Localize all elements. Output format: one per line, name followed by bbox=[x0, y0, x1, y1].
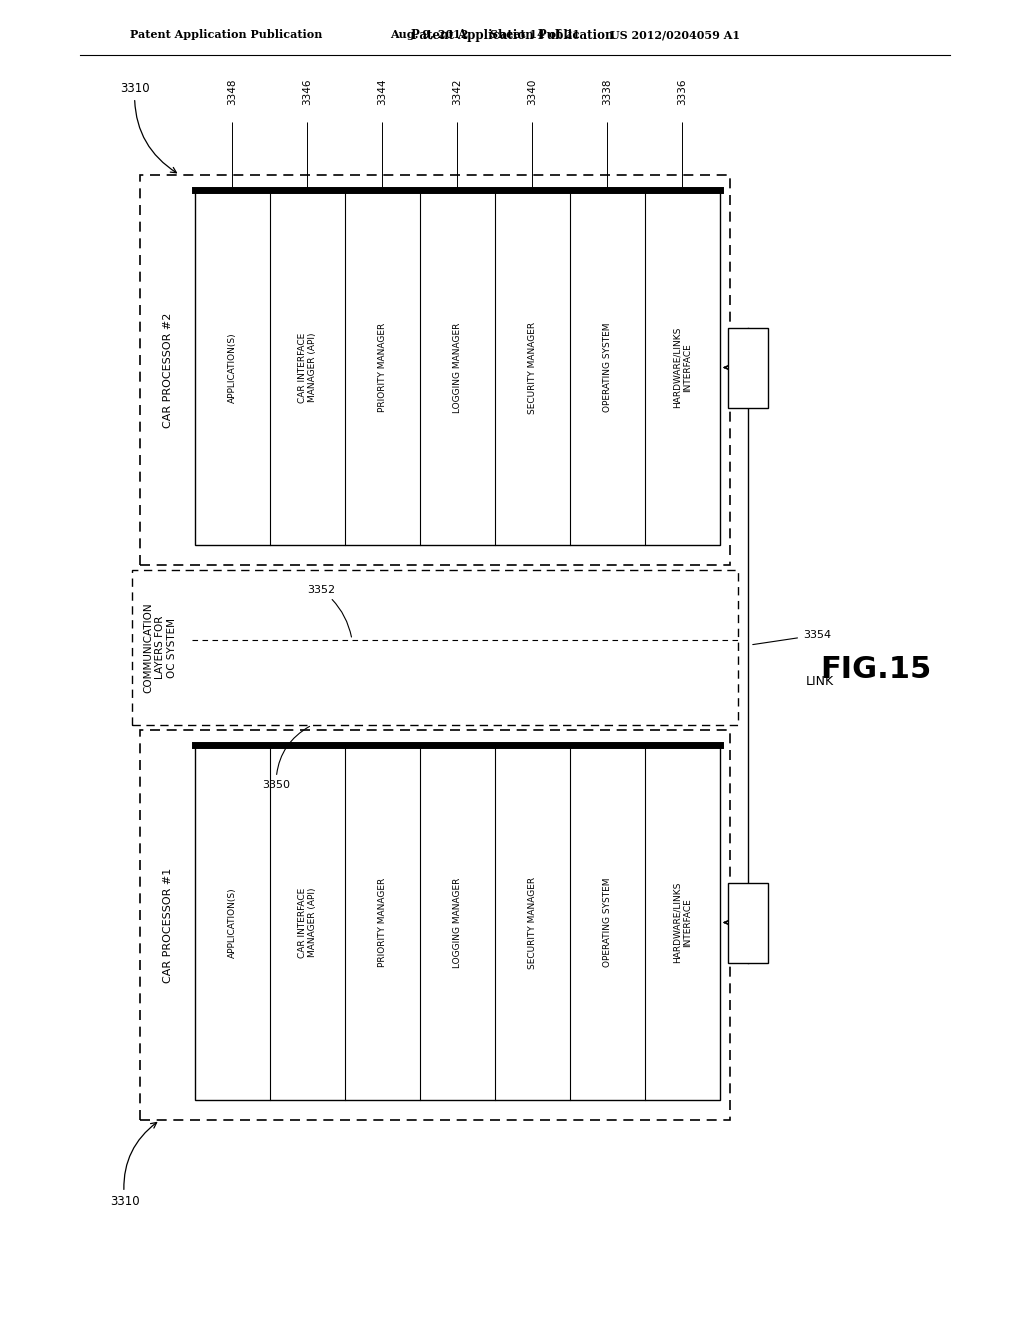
Bar bbox=[195, 744, 720, 1100]
Text: SECURITY MANAGER: SECURITY MANAGER bbox=[528, 322, 537, 413]
Text: COMMUNICATION
LAYERS FOR
OC SYSTEM: COMMUNICATION LAYERS FOR OC SYSTEM bbox=[143, 602, 176, 693]
Text: CAR PROCESSOR #1: CAR PROCESSOR #1 bbox=[163, 867, 173, 982]
Bar bbox=[728, 327, 768, 408]
Text: Patent Application Publication: Patent Application Publication bbox=[130, 29, 323, 41]
Bar bbox=[140, 730, 730, 1119]
Text: Aug. 9, 2012: Aug. 9, 2012 bbox=[390, 29, 468, 41]
Text: 3336: 3336 bbox=[678, 78, 687, 106]
Text: LOGGING MANAGER: LOGGING MANAGER bbox=[453, 878, 462, 968]
Text: APPLICATION(S): APPLICATION(S) bbox=[228, 333, 237, 403]
Text: Sheet 14 of 21: Sheet 14 of 21 bbox=[490, 29, 580, 41]
Text: 3354: 3354 bbox=[753, 630, 831, 644]
Text: 3346: 3346 bbox=[302, 78, 312, 106]
Text: 3310: 3310 bbox=[110, 1122, 157, 1208]
Text: 3350: 3350 bbox=[262, 726, 309, 789]
Text: LINK: LINK bbox=[806, 675, 835, 688]
Text: FIG.15: FIG.15 bbox=[820, 656, 931, 685]
Text: 3340: 3340 bbox=[527, 79, 538, 106]
Text: 3348: 3348 bbox=[227, 78, 238, 106]
Text: HARDWARE/LINKS
INTERFACE: HARDWARE/LINKS INTERFACE bbox=[673, 882, 692, 964]
Text: 3352: 3352 bbox=[307, 585, 351, 638]
Bar bbox=[728, 883, 768, 962]
Text: 3310: 3310 bbox=[120, 82, 176, 173]
Text: APPLICATION(S): APPLICATION(S) bbox=[228, 887, 237, 958]
Text: SECURITY MANAGER: SECURITY MANAGER bbox=[528, 876, 537, 969]
Bar bbox=[132, 570, 738, 725]
Text: LOGGING MANAGER: LOGGING MANAGER bbox=[453, 322, 462, 413]
Text: HARDWARE/LINKS
INTERFACE: HARDWARE/LINKS INTERFACE bbox=[673, 327, 692, 408]
Bar bbox=[140, 176, 730, 565]
Bar bbox=[195, 190, 720, 545]
Text: 3338: 3338 bbox=[602, 78, 612, 106]
Text: OPERATING SYSTEM: OPERATING SYSTEM bbox=[603, 878, 612, 968]
Text: CAR INTERFACE
MANAGER (API): CAR INTERFACE MANAGER (API) bbox=[298, 887, 317, 957]
Text: CAR INTERFACE
MANAGER (API): CAR INTERFACE MANAGER (API) bbox=[298, 333, 317, 403]
Text: PRIORITY MANAGER: PRIORITY MANAGER bbox=[378, 878, 387, 968]
Text: PRIORITY MANAGER: PRIORITY MANAGER bbox=[378, 323, 387, 412]
Text: OPERATING SYSTEM: OPERATING SYSTEM bbox=[603, 323, 612, 412]
Text: CAR PROCESSOR #2: CAR PROCESSOR #2 bbox=[163, 313, 173, 428]
Text: US 2012/0204059 A1: US 2012/0204059 A1 bbox=[610, 29, 740, 41]
Text: 3344: 3344 bbox=[378, 78, 387, 106]
Text: Patent Application Publication: Patent Application Publication bbox=[411, 29, 613, 41]
Text: 3342: 3342 bbox=[453, 78, 463, 106]
